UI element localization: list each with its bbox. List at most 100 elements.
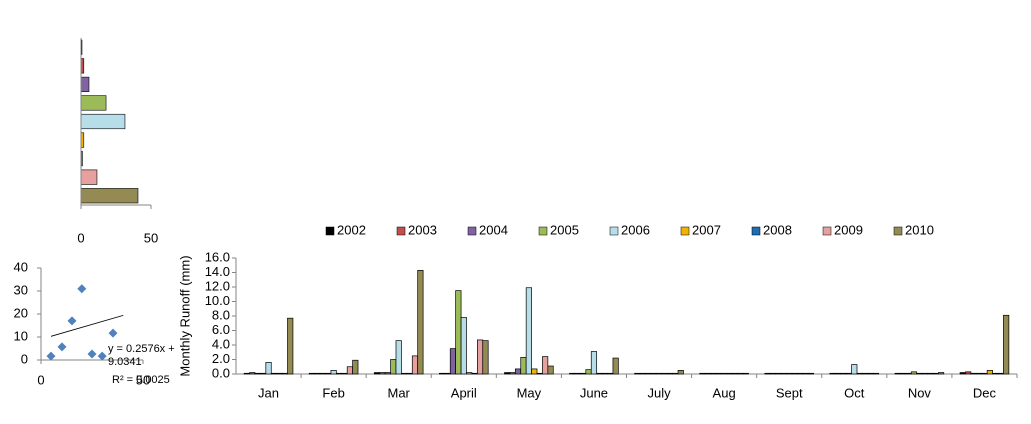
bar — [672, 372, 679, 375]
point — [97, 351, 107, 361]
bar — [612, 357, 619, 375]
y-tick-label: 6.0 — [212, 322, 230, 337]
bar — [314, 372, 321, 375]
x-tick-label: Feb — [322, 385, 344, 400]
bar — [265, 362, 272, 375]
bar — [829, 372, 836, 375]
bar — [992, 372, 999, 375]
bar — [710, 372, 717, 375]
bar — [574, 372, 581, 375]
y-tick-label: 12.0 — [205, 278, 230, 293]
bar — [862, 372, 869, 375]
y-tick-label: 0.0 — [212, 365, 230, 380]
bar — [780, 372, 787, 375]
bar — [444, 372, 451, 375]
bar — [520, 356, 527, 375]
trend-equation: y = 0.2576x + 9.0341 — [108, 343, 175, 368]
bar — [737, 372, 744, 375]
bar — [373, 372, 381, 375]
bar — [775, 372, 782, 375]
y-axis-label: Monthly Runoff (mm) — [177, 255, 192, 376]
bar — [319, 372, 326, 375]
bar — [742, 372, 749, 375]
bar — [590, 351, 598, 375]
bar — [536, 372, 543, 375]
bar — [439, 372, 446, 375]
bar — [932, 372, 939, 375]
x-tick-label: Nov — [908, 385, 932, 400]
bar — [569, 372, 576, 375]
bar — [661, 372, 668, 375]
bar — [585, 369, 592, 375]
legend-label: 2009 — [834, 222, 863, 237]
legend-swatch — [609, 226, 619, 236]
bar — [981, 372, 988, 375]
bar — [335, 372, 343, 375]
bar — [894, 372, 901, 375]
x-tick-label: June — [580, 385, 608, 400]
bar — [786, 372, 793, 375]
legend-label: 2007 — [692, 222, 721, 237]
bar — [677, 370, 684, 375]
bar — [254, 372, 261, 375]
bar — [281, 372, 288, 375]
bar — [975, 372, 983, 375]
bar — [80, 95, 107, 111]
legend-label: 2004 — [479, 222, 508, 237]
bar — [851, 364, 858, 375]
bar — [845, 372, 852, 375]
bar — [607, 372, 614, 375]
bar — [769, 372, 776, 375]
bar — [580, 372, 587, 375]
legend-label: 2006 — [621, 222, 650, 237]
x-tick-label: 0 — [77, 230, 84, 245]
point — [67, 316, 77, 326]
bar — [791, 372, 798, 375]
r-squared: R² = 0.0025 — [112, 374, 170, 386]
x-tick-label: Dec — [973, 385, 997, 400]
bar — [243, 372, 250, 375]
x-tick-label: 50 — [144, 230, 158, 245]
bar — [726, 372, 733, 375]
x-tick-label: July — [647, 385, 671, 400]
legend-label: 2002 — [337, 222, 366, 237]
bar — [346, 366, 353, 375]
y-tick-label: 8.0 — [212, 307, 230, 322]
bar — [639, 372, 646, 375]
bar — [986, 370, 993, 375]
bar — [905, 372, 912, 375]
legend-label: 2003 — [408, 222, 437, 237]
bar — [699, 372, 706, 375]
bar — [542, 356, 549, 375]
legend-swatch — [751, 226, 761, 236]
bar — [704, 372, 711, 375]
bar — [856, 372, 863, 375]
bar — [330, 370, 337, 375]
bar — [466, 372, 473, 375]
y-tick-label: 30 — [14, 282, 28, 297]
y-tick-label: 4.0 — [212, 336, 230, 351]
trendline — [50, 314, 124, 337]
bar — [471, 372, 478, 375]
bar — [509, 372, 516, 375]
bar — [547, 365, 554, 375]
y-tick-label: 10.0 — [205, 293, 230, 308]
bar — [666, 372, 673, 375]
bar — [249, 372, 256, 375]
bar — [395, 340, 402, 375]
bar — [411, 355, 419, 375]
bar — [596, 372, 603, 375]
bar — [997, 372, 1004, 375]
bar — [514, 368, 522, 375]
bar — [807, 372, 814, 375]
bar — [260, 372, 267, 375]
bar — [477, 339, 484, 375]
bar — [921, 372, 928, 375]
bar — [325, 372, 332, 375]
x-tick-label: Sept — [776, 385, 803, 400]
bar — [401, 372, 408, 375]
bar — [276, 372, 283, 375]
x-tick-label: 0 — [37, 372, 44, 387]
